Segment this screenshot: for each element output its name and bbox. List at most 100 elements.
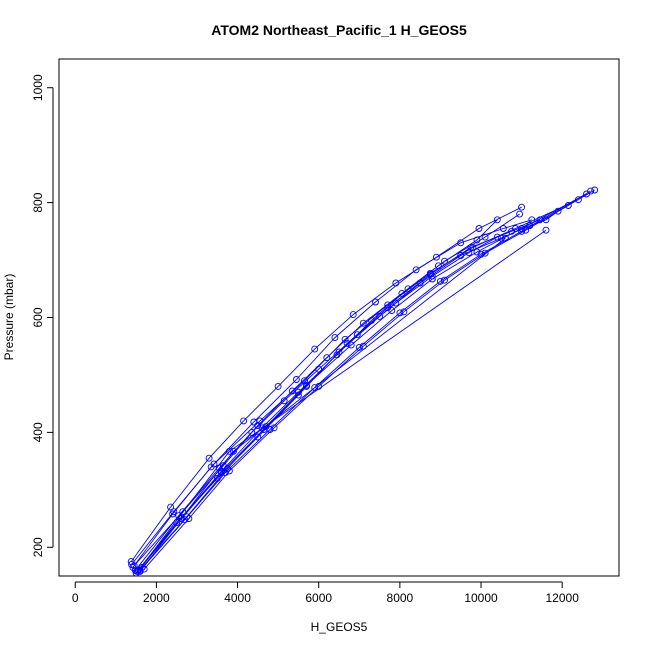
x-tick-label: 0 <box>72 591 79 605</box>
series-5 <box>140 186 599 573</box>
y-axis-label: Pressure (mbar) <box>2 274 16 361</box>
series-10-point <box>441 257 448 265</box>
y-tick-label: 600 <box>31 307 45 327</box>
series-8-point <box>518 203 526 211</box>
series-7-point <box>280 397 288 405</box>
series-12-point <box>501 234 509 242</box>
series-12-point <box>230 447 237 455</box>
series-4-line <box>139 190 591 571</box>
series-8-point <box>392 279 400 287</box>
series-3-line <box>131 199 579 565</box>
y-tick-label: 400 <box>31 422 45 442</box>
series-5-point <box>591 186 599 194</box>
series-3-point <box>210 460 218 468</box>
series-13-line <box>529 205 569 227</box>
series-3 <box>128 196 582 568</box>
series-13-point <box>564 202 572 209</box>
series-11-line <box>137 229 547 572</box>
series-0-line <box>135 225 530 574</box>
series-10-line <box>136 213 520 572</box>
series-7 <box>130 233 501 570</box>
y-tick-label: 200 <box>31 537 45 557</box>
series-1-line <box>138 219 541 571</box>
series-7-point <box>428 272 436 280</box>
series-9-point <box>434 262 442 270</box>
series-9-point <box>398 289 406 297</box>
series-5-point <box>270 424 278 432</box>
series-4 <box>136 187 595 574</box>
x-tick-label: 12000 <box>546 591 580 605</box>
series-3-point <box>170 508 178 516</box>
series-0-point <box>254 433 262 441</box>
series-8 <box>127 203 526 566</box>
x-tick-label: 4000 <box>224 591 251 605</box>
x-tick-label: 10000 <box>464 591 498 605</box>
series-6-point <box>388 307 396 315</box>
series-10-point <box>294 388 302 396</box>
series-7-point <box>353 331 361 339</box>
series-2-point <box>412 266 420 274</box>
series-1-point <box>343 339 351 347</box>
series-8-point <box>311 345 319 353</box>
series-2 <box>129 216 536 571</box>
series-6-line <box>141 193 587 568</box>
series-10-point <box>258 424 266 432</box>
series-8-point <box>349 311 357 319</box>
series-2-line <box>132 219 532 568</box>
x-axis-label: H_GEOS5 <box>311 620 368 634</box>
series-12 <box>136 234 509 575</box>
series-3-point <box>301 377 308 385</box>
series-2-point <box>292 376 300 383</box>
series-10-point <box>368 316 375 324</box>
series-8-point <box>475 225 483 232</box>
series-8-point <box>274 382 282 390</box>
series-8-point <box>240 417 248 425</box>
series-2-point <box>372 298 379 306</box>
chart-title: ATOM2 Northeast_Pacific_1 H_GEOS5 <box>211 22 467 38</box>
series-5-point <box>522 226 530 234</box>
series-6-point <box>347 341 355 349</box>
x-tick-label: 2000 <box>143 591 170 605</box>
series-6 <box>138 190 590 571</box>
series-7-point <box>465 249 473 257</box>
series-10-point <box>481 233 489 241</box>
series-5-point <box>400 308 408 316</box>
series-6-point <box>583 190 590 198</box>
y-axis: 200 400 600 800 1000 <box>31 74 54 557</box>
series-12-point <box>136 567 144 575</box>
y-tick-label: 800 <box>31 192 45 212</box>
series-7-point <box>493 233 501 241</box>
series-10-point <box>333 351 341 359</box>
series-7-line <box>133 236 498 567</box>
series-9-point <box>359 319 367 327</box>
series-8-point <box>432 253 440 261</box>
series-3-point <box>341 335 349 343</box>
series-5-line <box>143 189 595 570</box>
series-5-point <box>185 515 193 523</box>
series-5-point <box>481 249 489 257</box>
series-6-point <box>183 513 191 521</box>
series-13-point <box>554 207 562 215</box>
series-1 <box>135 216 544 574</box>
series-2-point <box>331 334 339 342</box>
series-9-point <box>493 216 501 224</box>
series-5-point <box>441 276 448 284</box>
series-12-line <box>139 237 506 572</box>
plot-frame <box>58 58 620 577</box>
series-7-point <box>179 508 187 516</box>
x-tick-label: 6000 <box>305 591 332 605</box>
series-10-point <box>516 210 524 218</box>
y-tick-label: 1000 <box>31 74 45 101</box>
series-8-line <box>130 206 522 562</box>
series-6-point <box>518 225 526 232</box>
series-11-point <box>225 447 233 455</box>
x-axis: 0 2000 4000 6000 8000 10000 12000 <box>72 581 580 605</box>
series-6-point <box>303 381 310 389</box>
series-0 <box>132 222 534 576</box>
series-9-point <box>323 354 331 362</box>
series-13-point <box>542 216 550 224</box>
series-9-point <box>254 422 262 429</box>
series-13-point <box>526 222 534 230</box>
series-8-point <box>127 558 135 566</box>
